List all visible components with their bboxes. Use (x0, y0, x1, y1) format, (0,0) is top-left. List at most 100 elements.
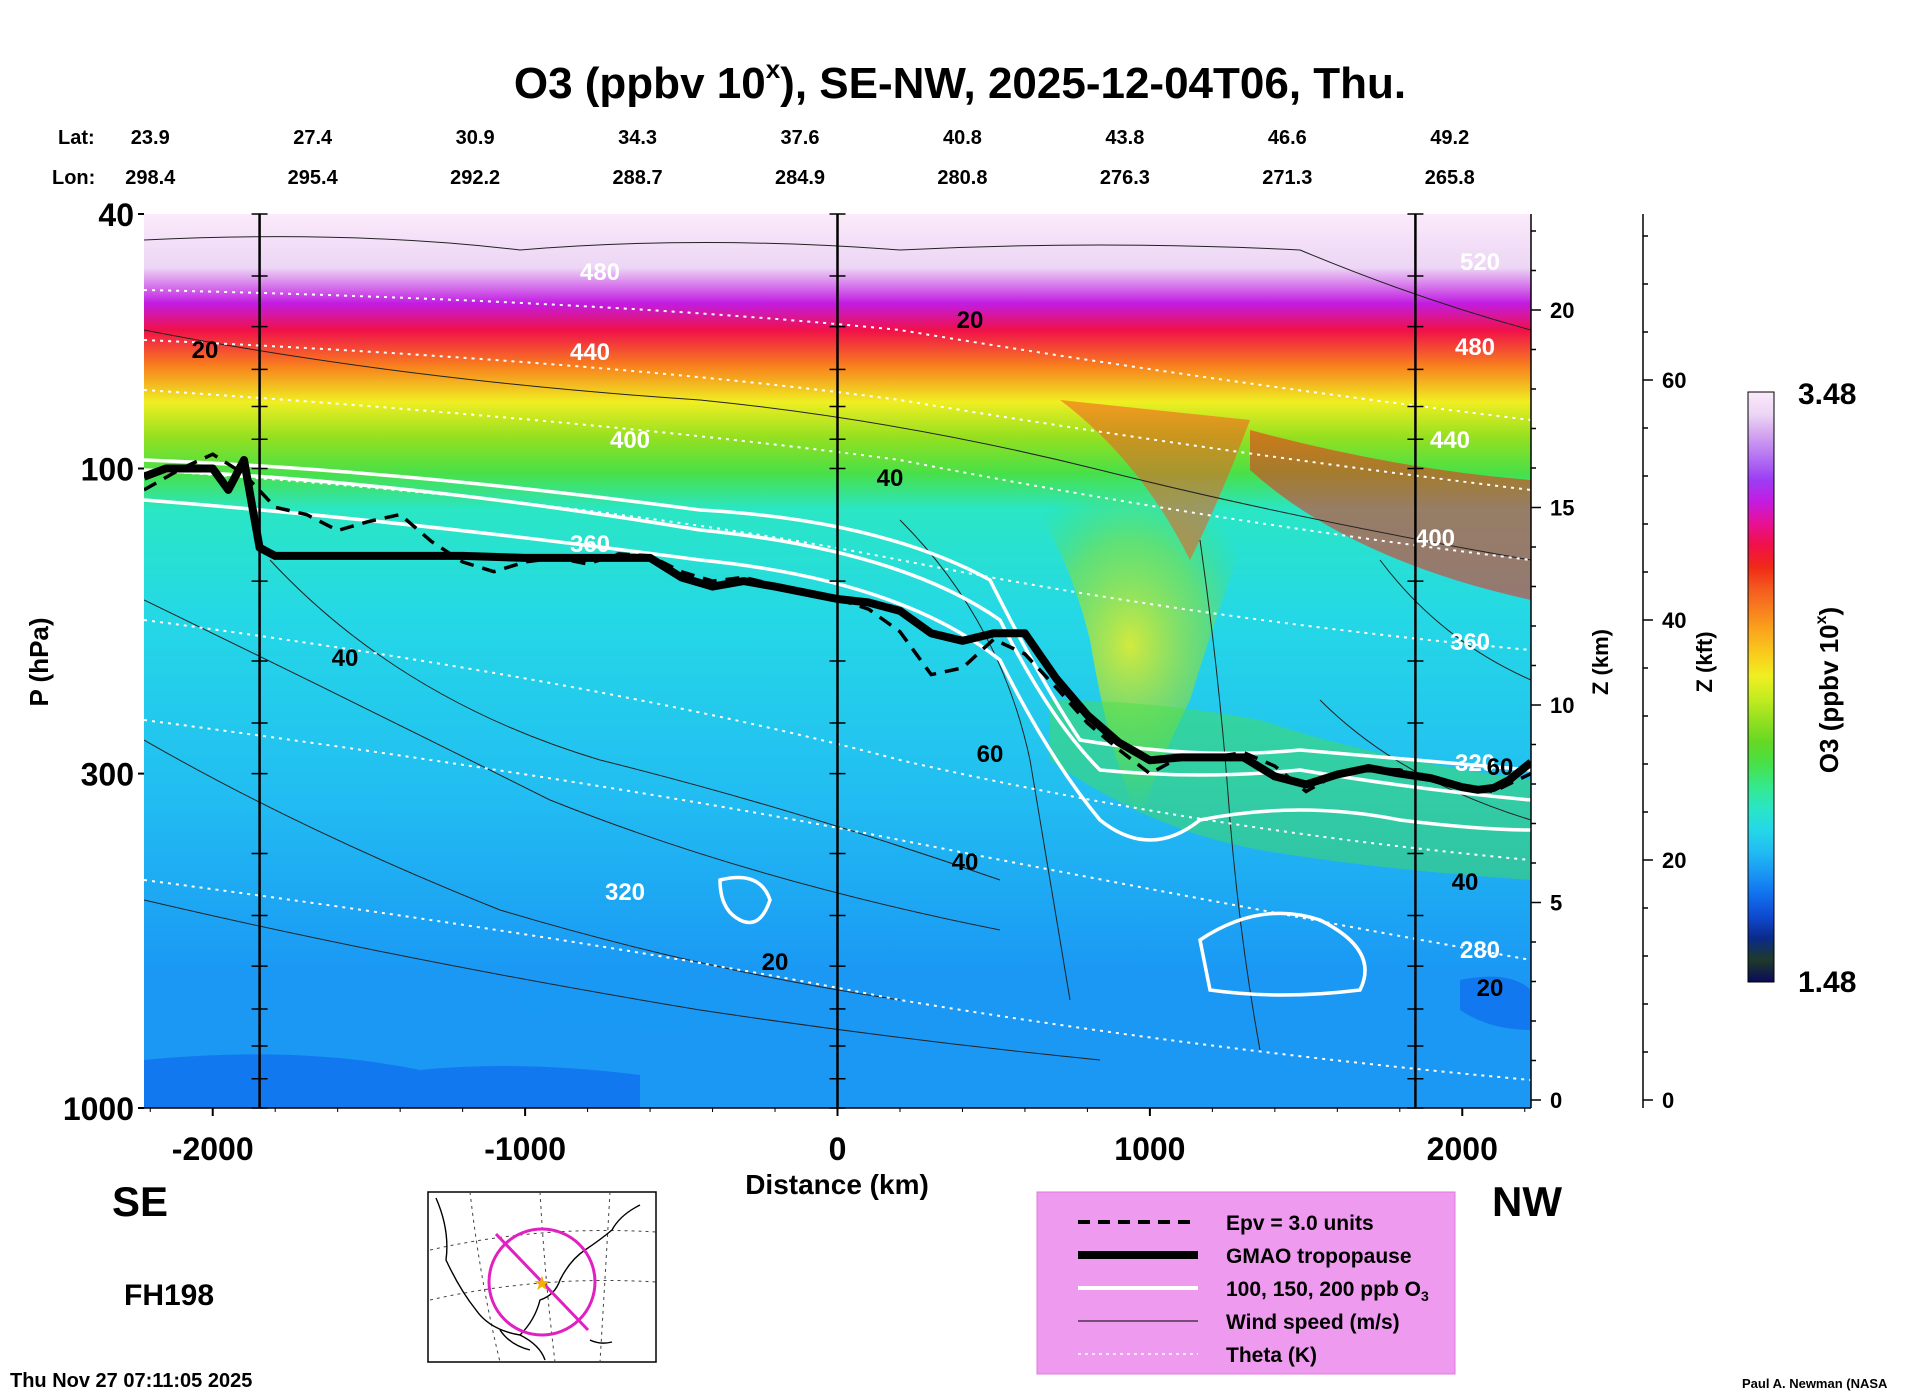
theta-label: 480 (1455, 334, 1495, 361)
colorbar-max: 3.48 (1798, 378, 1856, 411)
legend-label: Epv = 3.0 units (1226, 1212, 1374, 1235)
legend-label: GMAO tropopause (1226, 1245, 1412, 1268)
lon-value: 295.4 (288, 167, 339, 189)
colorbar-label-end: ) (1814, 607, 1844, 616)
inset-map-range-circle (487, 1227, 597, 1337)
x-tick-label: 0 (829, 1131, 847, 1167)
lat-value: 49.2 (1430, 127, 1469, 149)
wind-speed-contour (144, 329, 1531, 561)
low-ozone-patch-right (1460, 976, 1531, 1030)
wind-speed-label: 40 (877, 465, 904, 492)
x-axis-label: Distance (km) (745, 1169, 929, 1200)
wind-speed-label: 20 (957, 307, 984, 334)
tropopause-line (144, 456, 1531, 794)
low-ozone-patch-surface (144, 1054, 640, 1108)
wind-speed-contours (144, 236, 1531, 1061)
lon-value: 292.2 (450, 167, 500, 189)
timestamp: Thu Nov 27 07:11:05 2025 (10, 1370, 252, 1392)
colorbar-min: 1.48 (1798, 966, 1856, 999)
theta-label: 320 (605, 879, 645, 906)
z-km-tick-label: 20 (1550, 298, 1574, 323)
x-tick-label: -2000 (172, 1131, 254, 1167)
lat-label: Lat: (58, 127, 95, 149)
o3-ppb-contour (1198, 911, 1367, 997)
wind-speed-contour (144, 236, 1531, 331)
z-kft-tick-label: 20 (1662, 848, 1686, 873)
z-km-tick-label: 15 (1550, 496, 1574, 521)
y-tick-label: 1000 (63, 1091, 134, 1127)
colorbar-label: O3 (ppbv 10x) (1813, 607, 1844, 773)
lat-value: 27.4 (293, 127, 333, 149)
y-tick-label: 40 (98, 197, 134, 233)
z-km-tick-label: 0 (1550, 1088, 1562, 1113)
wind-speed-label: 20 (1477, 975, 1504, 1002)
lat-value: 37.6 (781, 127, 820, 149)
wind-speed-label: 40 (952, 849, 979, 876)
wind-speed-contour (144, 599, 1001, 931)
ozone-fold-red (1060, 400, 1250, 560)
ozone-intrusion-green (1050, 700, 1531, 880)
z-km-tick-label: 5 (1550, 891, 1562, 916)
lat-value: 34.3 (618, 127, 657, 149)
lon-value: 298.4 (125, 167, 176, 189)
direction-se: SE (112, 1178, 168, 1225)
z-kft-tick-label: 0 (1662, 1088, 1674, 1113)
theta-label: 360 (570, 531, 610, 558)
theta-contour (144, 339, 1531, 491)
legend: Epv = 3.0 units GMAO tropopause 100, 150, … (1036, 1191, 1456, 1375)
distance-axis: -2000 -1000 0 1000 2000 (149, 1108, 1526, 1167)
lat-value: 40.8 (943, 127, 982, 149)
o3-ppb-contour (144, 458, 1531, 772)
lat-value: 23.9 (131, 127, 170, 149)
lat-value: 46.6 (1268, 127, 1307, 149)
theta-label: 440 (570, 339, 610, 366)
legend-label: Theta (K) (1226, 1344, 1317, 1367)
theta-label: 440 (1430, 427, 1470, 454)
lon-value: 271.3 (1262, 167, 1312, 189)
z-km-label: Z (km) (1588, 629, 1613, 695)
title-rest: ), SE-NW, 2025-12-04T06, Thu. (780, 59, 1406, 108)
wind-speed-contour (144, 739, 901, 1001)
x-tick-label: -1000 (484, 1131, 566, 1167)
low-ozone-patch-mid (520, 973, 746, 1031)
pressure-axis: 40 100 300 1000 (63, 197, 144, 1127)
lon-label: Lon: (52, 167, 95, 189)
theta-label: 480 (580, 259, 620, 286)
ozone-fold-tongue (1000, 470, 1260, 820)
wind-speed-label: 20 (762, 949, 789, 976)
lon-value: 280.8 (937, 167, 987, 189)
inset-map-transect (494, 1232, 590, 1332)
o3-ppb-contour (144, 468, 1531, 802)
z-km-tick-label: 10 (1550, 693, 1574, 718)
lon-value: 288.7 (613, 167, 663, 189)
lat-lon-header: Lat: Lon: 23.9 298.4 27.4 295.4 30.9 292.2 34.… (52, 127, 1475, 189)
forecast-hour: FH198 (124, 1279, 214, 1312)
lon-value: 265.8 (1425, 167, 1475, 189)
theta-label: 280 (1460, 937, 1500, 964)
credit: Paul A. Newman (NASA (1742, 1376, 1888, 1391)
inset-map-center-icon: ★ (533, 1273, 551, 1295)
theta-contour (144, 469, 1531, 651)
direction-nw: NW (1492, 1178, 1562, 1225)
wind-speed-label: 20 (192, 337, 219, 364)
chart-title: O3 (ppbv 10x), SE-NW, 2025-12-04T06, Thu… (514, 54, 1406, 108)
lon-value: 284.9 (775, 167, 825, 189)
ozone-high-red-right (1250, 430, 1531, 600)
lat-value: 30.9 (456, 127, 495, 149)
y-axis-label: P (hPa) (24, 617, 54, 706)
lon-value: 276.3 (1100, 167, 1150, 189)
x-tick-label: 1000 (1114, 1131, 1185, 1167)
inset-map-coastline (435, 1197, 641, 1361)
wind-speed-contour (899, 519, 1071, 1001)
o3-ppb-contour (144, 498, 1531, 842)
theta-label: 520 (1460, 249, 1500, 276)
x-tick-label: 2000 (1427, 1131, 1498, 1167)
y-tick-label: 100 (81, 451, 134, 487)
theta-contours (144, 289, 1531, 1081)
z-km-axis: 0 5 10 15 20 (1531, 230, 1574, 1113)
z-kft-tick-label: 60 (1662, 368, 1686, 393)
z-kft-label: Z (kft) (1692, 631, 1717, 692)
theta-label: 400 (610, 427, 650, 454)
wind-speed-contour (1199, 539, 1261, 1051)
